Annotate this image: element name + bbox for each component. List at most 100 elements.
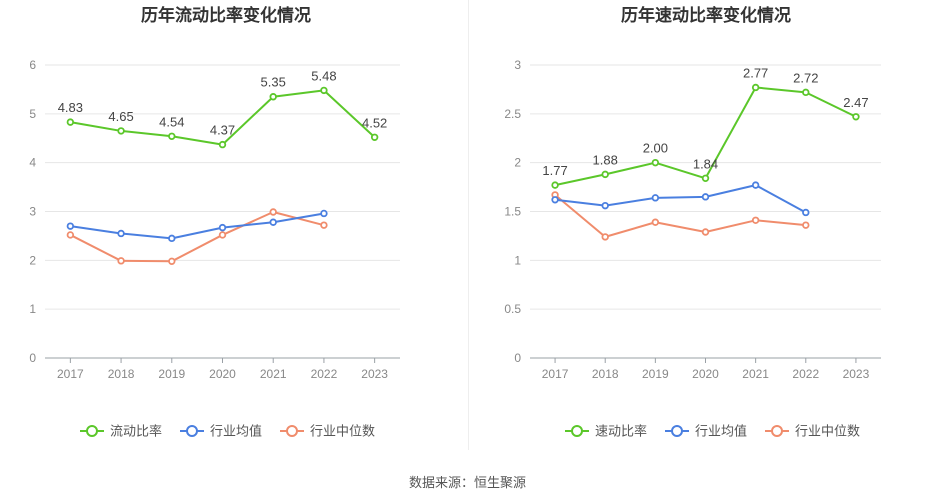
primary-point (802, 88, 810, 97)
y-tick-label: 2.5 (504, 107, 521, 121)
median-legend: 行业中位数 (765, 424, 860, 439)
y-tick-label: 5 (29, 107, 36, 121)
primary-legend: 流动比率 (80, 424, 162, 439)
avg-legend: 行业均值 (665, 424, 747, 439)
x-tick-label: 2020 (692, 367, 719, 381)
primary-point (218, 140, 227, 149)
x-tick-label: 2019 (642, 367, 669, 381)
chart-title: 历年流动比率变化情况 (141, 5, 311, 25)
y-tick-label: 1 (514, 253, 521, 267)
median-legend: 行业中位数 (280, 424, 375, 439)
data-label: 2.77 (743, 65, 768, 80)
primary-legend: 速动比率 (565, 424, 647, 439)
primary-point (651, 158, 660, 167)
avg-point (269, 218, 277, 226)
data-label: 1.88 (593, 152, 618, 167)
avg-series-line (70, 212, 325, 240)
data-label: 4.65 (108, 109, 133, 124)
median-series-line (554, 194, 806, 238)
y-tick-label: 1.5 (504, 205, 521, 219)
primary-point (168, 132, 176, 140)
primary-point (320, 86, 328, 95)
data-label: 2.00 (643, 141, 668, 156)
avg-point (218, 223, 227, 232)
x-tick-label: 2018 (592, 367, 619, 381)
median-point (651, 218, 660, 226)
legend-marker (771, 425, 783, 437)
chart-title: 历年速动比率变化情况 (621, 5, 791, 25)
y-tick-label: 2 (514, 156, 521, 170)
avg-point (320, 209, 328, 218)
source-footer: 数据来源：恒生聚源 (408, 475, 526, 490)
x-tick-label: 2017 (57, 367, 84, 381)
x-tick-label: 2020 (209, 367, 236, 381)
y-tick-label: 0.5 (504, 302, 521, 316)
avg-point (66, 222, 75, 230)
legend-marker (286, 425, 298, 437)
y-tick-label: 2 (29, 253, 36, 267)
avg-point (651, 194, 660, 202)
median-point (218, 231, 227, 239)
legend-marker (186, 425, 198, 437)
median-series-line (69, 210, 325, 263)
y-tick-label: 6 (29, 58, 36, 72)
avg-point (117, 229, 125, 238)
y-tick-label: 3 (29, 205, 36, 219)
avg-series-line (554, 184, 807, 214)
avg-legend: 行业均值 (180, 424, 262, 439)
primary-point (551, 181, 559, 189)
data-label: 4.52 (362, 115, 387, 130)
legend-label: 行业中位数 (310, 424, 375, 439)
x-tick-label: 2022 (792, 367, 819, 381)
primary-point (370, 133, 379, 141)
data-label: 5.48 (311, 68, 336, 83)
y-tick-label: 4 (29, 156, 36, 170)
avg-point (551, 196, 559, 204)
data-label: 2.47 (843, 95, 868, 110)
x-tick-label: 2021 (742, 367, 769, 381)
x-tick-label: 2021 (260, 367, 287, 381)
primary-point (66, 118, 75, 126)
primary-point (117, 127, 125, 135)
x-tick-label: 2022 (311, 367, 338, 381)
y-tick-label: 0 (29, 351, 36, 365)
y-tick-label: 1 (29, 302, 36, 316)
data-label: 5.35 (261, 75, 286, 90)
primary-point (852, 113, 860, 121)
data-label: 1.84 (693, 156, 718, 171)
quick-ratio-chart: 历年速动比率变化情况 0 0.5 1 1.5 2 2.5 3 2017 2018 2019 2020 2… (504, 5, 881, 439)
data-label: 4.37 (210, 123, 235, 138)
data-label: 4.83 (58, 100, 83, 115)
legend-label: 行业中位数 (795, 424, 860, 439)
avg-point (168, 234, 176, 243)
primary-point (701, 174, 710, 182)
x-tick-label: 2018 (108, 367, 135, 381)
legend-label: 流动比率 (110, 424, 162, 439)
median-point (751, 216, 760, 224)
legend-label: 速动比率 (595, 424, 647, 439)
legend-label: 行业均值 (695, 424, 747, 439)
median-point (601, 233, 609, 241)
current-ratio-chart: 历年流动比率变化情况 0 1 2 3 4 5 6 2017 2018 2019 2020 2021 202… (29, 5, 400, 439)
avg-point (701, 193, 710, 201)
data-label: 4.54 (159, 114, 184, 129)
median-point (802, 221, 810, 229)
avg-point (601, 201, 609, 210)
x-tick-label: 2019 (158, 367, 185, 381)
y-tick-label: 3 (514, 58, 521, 72)
x-tick-label: 2017 (542, 367, 569, 381)
data-label: 1.77 (542, 163, 567, 178)
legend-label: 行业均值 (210, 424, 262, 439)
primary-point (751, 83, 760, 92)
x-tick-label: 2023 (843, 367, 870, 381)
x-tick-label: 2023 (361, 367, 388, 381)
primary-point (601, 170, 609, 179)
legend-marker (86, 425, 98, 437)
median-point (168, 257, 176, 266)
median-point (701, 228, 710, 236)
median-point (117, 257, 125, 265)
median-point (66, 231, 75, 239)
data-label: 2.72 (793, 70, 818, 85)
avg-point (751, 181, 760, 189)
median-point (269, 208, 277, 216)
